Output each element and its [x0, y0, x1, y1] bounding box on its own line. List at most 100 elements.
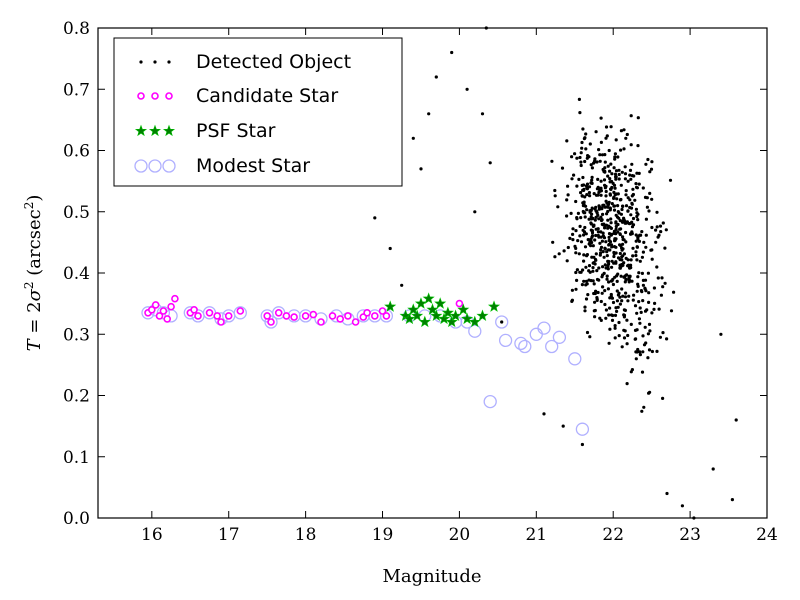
detected-object-point	[656, 235, 660, 239]
detected-object-point	[588, 335, 592, 339]
detected-object-point	[650, 197, 654, 201]
detected-object-point	[620, 258, 624, 262]
detected-object-point	[604, 125, 609, 129]
modest-star-point	[498, 333, 513, 348]
detected-object-point	[604, 194, 608, 198]
detected-object-point	[600, 153, 605, 157]
detected-object-point	[654, 240, 658, 244]
detected-object-point	[622, 147, 626, 151]
detected-object-point	[577, 252, 581, 256]
candidate-star-point	[263, 312, 272, 320]
detected-object-point	[616, 204, 620, 208]
detected-object-point	[621, 204, 625, 208]
detected-object-point	[434, 75, 438, 79]
detected-object-point	[647, 322, 652, 326]
candidate-star-point	[344, 312, 352, 320]
detected-object-point	[625, 318, 629, 322]
detected-object-point	[616, 210, 620, 214]
detected-object-point	[614, 177, 618, 181]
detected-object-point	[665, 491, 669, 496]
detected-object-point	[631, 187, 635, 191]
x-tick-label: 23	[679, 525, 701, 545]
detected-object-point	[655, 349, 659, 353]
detected-object-point	[596, 233, 600, 238]
detected-object-point	[629, 258, 633, 262]
detected-object-point	[599, 218, 604, 223]
detected-object-point	[615, 279, 619, 283]
detected-object-point	[578, 155, 582, 160]
detected-object-point	[500, 320, 504, 324]
detected-object-point	[590, 235, 594, 239]
detected-object-point	[553, 188, 557, 193]
detected-object-point	[628, 168, 633, 172]
detected-object-point	[597, 278, 601, 282]
detected-object-point	[583, 195, 587, 199]
detected-object-point	[627, 222, 632, 226]
psf-star-point	[384, 300, 397, 312]
psf-star-point	[414, 297, 428, 309]
candidate-star-point	[224, 312, 233, 320]
detected-object-point	[614, 192, 619, 196]
detected-object-point	[575, 268, 580, 272]
detected-object-point	[617, 334, 621, 338]
detected-object-point	[599, 230, 603, 234]
detected-object-point	[591, 266, 595, 270]
legend-modest-sample	[134, 159, 148, 173]
detected-object-point	[589, 181, 593, 185]
candidate-star-point	[351, 318, 360, 326]
detected-object-point	[594, 205, 598, 209]
detected-object-point	[594, 130, 598, 134]
detected-object-point	[605, 212, 609, 216]
detected-object-point	[606, 287, 611, 291]
detected-object-point	[581, 201, 585, 205]
detected-object-point	[587, 185, 592, 189]
detected-object-point	[663, 281, 667, 285]
y-tick-label: 0.6	[63, 142, 90, 162]
detected-object-point	[669, 309, 674, 313]
detected-object-point	[580, 194, 584, 198]
detected-object-point	[609, 243, 614, 247]
detected-object-point	[633, 304, 638, 308]
detected-object-point	[615, 289, 619, 293]
detected-object-point	[616, 256, 621, 260]
detected-object-point	[615, 197, 619, 201]
detected-object-point	[622, 238, 626, 242]
detected-object-point	[596, 177, 600, 181]
detected-object-point	[571, 238, 575, 242]
detected-object-point	[599, 116, 603, 120]
ticks-layer: 16 17 18 19 20 21 22 23 24 0.0 0.1 0.2 0.3 0.4 0.5 0.6 0…	[63, 19, 778, 545]
y-tick-label: 0.3	[63, 325, 90, 345]
detected-object-point	[582, 259, 586, 263]
detected-object-point	[565, 259, 569, 263]
candidate-star-point	[328, 312, 337, 320]
detected-object-point	[592, 282, 596, 286]
detected-object-point	[565, 198, 569, 202]
detected-object-point	[629, 322, 633, 326]
candidate-star-point	[290, 313, 298, 321]
detected-object-point	[574, 199, 578, 204]
detected-object-point	[634, 350, 638, 354]
detected-object-point	[628, 173, 632, 177]
detected-object-point	[635, 171, 639, 175]
detected-object-point	[591, 279, 595, 283]
detected-object-point	[616, 155, 620, 159]
detected-object-point	[637, 171, 641, 175]
detected-object-point	[601, 212, 605, 216]
legend-detected-marker	[139, 60, 171, 64]
detected-object-point	[598, 253, 602, 257]
detected-object-point	[638, 321, 642, 325]
detected-object-point	[628, 205, 632, 210]
detected-object-point	[599, 140, 604, 144]
detected-object-point	[598, 241, 602, 245]
detected-object-point	[650, 160, 654, 164]
detected-object-point	[588, 270, 592, 274]
detected-object-point	[579, 240, 584, 244]
detected-object-point	[639, 233, 643, 237]
detected-object-point	[566, 193, 570, 197]
psf-star-point	[403, 312, 416, 325]
detected-object-point	[643, 287, 647, 291]
legend-candidate-sample	[137, 92, 145, 100]
detected-object-point	[661, 221, 665, 225]
detected-object-point	[614, 175, 618, 179]
